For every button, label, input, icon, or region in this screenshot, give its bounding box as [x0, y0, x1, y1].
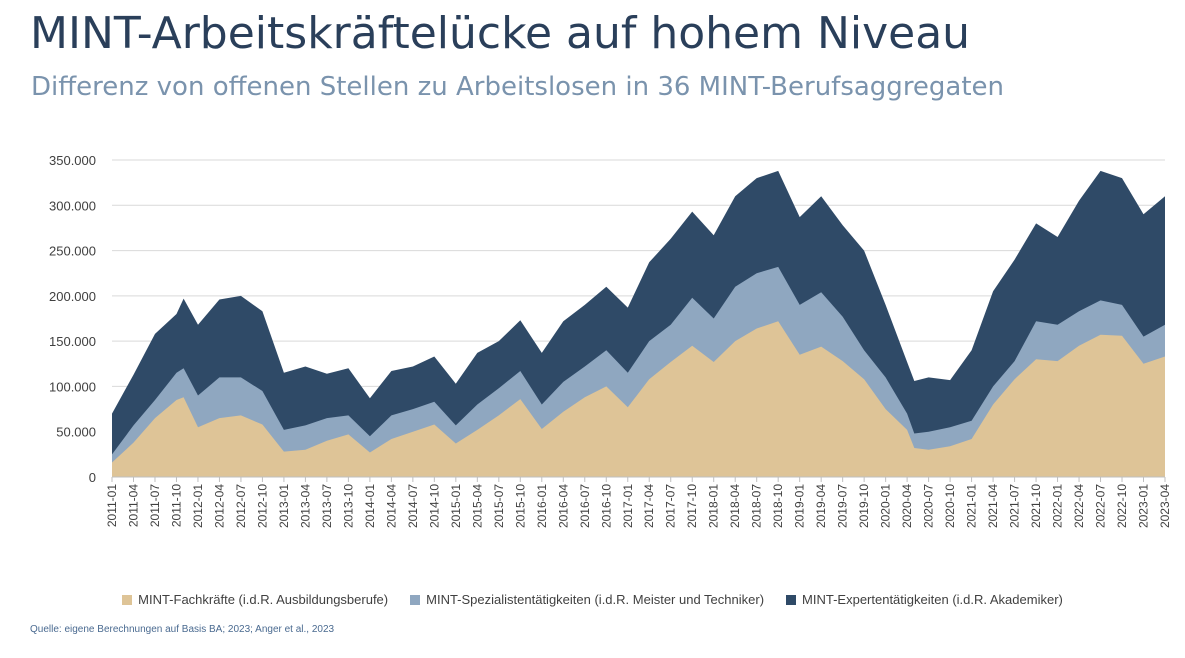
- x-tick-label: 2016-04: [556, 484, 570, 528]
- x-tick-label: 2023-01: [1137, 484, 1151, 528]
- x-tick-label: 2021-10: [1029, 484, 1043, 528]
- y-tick-label: 250.000: [49, 244, 96, 259]
- x-tick-label: 2016-01: [535, 484, 549, 528]
- x-tick-label: 2018-04: [728, 484, 742, 528]
- x-tick-label: 2019-07: [836, 484, 850, 528]
- y-tick-labels: 0 50.000 100.000 150.000 200.000 250.000 300.0…: [49, 153, 96, 485]
- x-tick-label: 2013-04: [298, 484, 312, 528]
- x-tick-label: 2018-07: [750, 484, 764, 528]
- x-tick-label: 2017-01: [621, 484, 635, 528]
- chart-subtitle: Differenz von offenen Stellen zu Arbeits…: [31, 72, 1005, 102]
- legend-label-fachkraefte: MINT-Fachkräfte (i.d.R. Ausbildungsberuf…: [138, 592, 389, 607]
- x-tick-label: 2011-01: [105, 484, 119, 527]
- legend-label-experten: MINT-Expertentätigkeiten (i.d.R. Akademi…: [802, 592, 1063, 607]
- y-tick-label: 150.000: [49, 334, 96, 349]
- x-tick-label: 2015-01: [449, 484, 463, 528]
- x-tick-label: 2019-01: [793, 484, 807, 528]
- x-tick-label: 2013-10: [341, 484, 355, 528]
- x-tick-label: 2021-07: [1008, 484, 1022, 528]
- x-tick-label: 2015-04: [470, 484, 484, 528]
- legend-item-fachkraefte: MINT-Fachkräfte (i.d.R. Ausbildungsberuf…: [122, 592, 388, 607]
- y-tick-label: 300.000: [49, 198, 96, 213]
- legend-swatch-fachkraefte: [122, 594, 133, 605]
- x-tick-label: 2020-01: [879, 484, 893, 528]
- x-tick-label: 2014-10: [427, 484, 441, 528]
- x-tick-label: 2012-01: [191, 484, 205, 528]
- x-tick-label: 2012-04: [212, 484, 226, 528]
- x-tick-label: 2011-07: [148, 484, 162, 527]
- x-tick-label: 2018-10: [771, 484, 785, 528]
- x-tick-label: 2014-01: [363, 484, 377, 528]
- x-tick-label: 2012-07: [234, 484, 248, 528]
- y-tick-label: 50.000: [56, 425, 96, 440]
- legend-swatch-experten: [786, 594, 797, 605]
- source-note: Quelle: eigene Berechnungen auf Basis BA…: [30, 624, 335, 635]
- x-tick-label: 2011-10: [170, 484, 184, 527]
- x-tick-label: 2022-07: [1094, 484, 1108, 528]
- x-tick-label: 2020-10: [943, 484, 957, 528]
- x-tick-label: 2013-01: [277, 484, 291, 528]
- x-tick-label: 2023-04: [1158, 484, 1172, 528]
- x-tick-label: 2016-10: [599, 484, 613, 528]
- x-tick-label: 2020-04: [900, 484, 914, 528]
- legend-item-spezialisten: MINT-Spezialistentätigkeiten (i.d.R. Mei…: [410, 592, 764, 607]
- x-tick-label: 2014-04: [384, 484, 398, 528]
- x-tick-label: 2019-04: [814, 484, 828, 528]
- y-tick-label: 0: [89, 470, 96, 485]
- stacked-area-chart: 0 50.000 100.000 150.000 200.000 250.000 300.0…: [49, 153, 1172, 528]
- legend: MINT-Fachkräfte (i.d.R. Ausbildungsberuf…: [0, 592, 1185, 607]
- x-tick-label: 2012-10: [255, 484, 269, 528]
- x-tick-label: 2021-04: [986, 484, 1000, 528]
- area-series-experten: [112, 170, 1165, 477]
- series-areas: [112, 170, 1165, 477]
- x-tick-label: 2022-01: [1051, 484, 1065, 528]
- x-tick-label: 2021-01: [965, 484, 979, 528]
- x-tick-label: 2020-07: [922, 484, 936, 528]
- x-tick-label: 2022-04: [1072, 484, 1086, 528]
- area-series-spezialisten: [112, 266, 1165, 477]
- x-tick-label: 2017-04: [642, 484, 656, 528]
- area-series-fachkraefte: [112, 321, 1165, 477]
- x-tick-label: 2011-04: [127, 484, 141, 527]
- x-tick-label: 2014-07: [406, 484, 420, 528]
- x-tick-label: 2022-10: [1115, 484, 1129, 528]
- y-tick-label: 350.000: [49, 153, 96, 168]
- legend-swatch-spezialisten: [410, 594, 421, 605]
- axes: [111, 476, 1166, 482]
- x-tick-label: 2017-10: [685, 484, 699, 528]
- chart-title: MINT-Arbeitskräftelücke auf hohem Niveau: [30, 8, 971, 59]
- x-tick-label: 2015-07: [492, 484, 506, 528]
- x-tick-label: 2015-10: [513, 484, 527, 528]
- x-tick-label: 2016-07: [578, 484, 592, 528]
- x-tick-labels: 2011-01 2011-04 2011-07 2011-10 2012-01 2012-…: [105, 484, 1172, 528]
- x-tick-label: 2018-01: [707, 484, 721, 528]
- legend-label-spezialisten: MINT-Spezialistentätigkeiten (i.d.R. Mei…: [426, 592, 765, 607]
- y-tick-label: 100.000: [49, 379, 96, 394]
- x-tick-label: 2017-07: [664, 484, 678, 528]
- y-tick-label: 200.000: [49, 289, 96, 304]
- x-tick-label: 2013-07: [320, 484, 334, 528]
- x-tick-label: 2019-10: [857, 484, 871, 528]
- legend-item-experten: MINT-Expertentätigkeiten (i.d.R. Akademi…: [786, 592, 1063, 607]
